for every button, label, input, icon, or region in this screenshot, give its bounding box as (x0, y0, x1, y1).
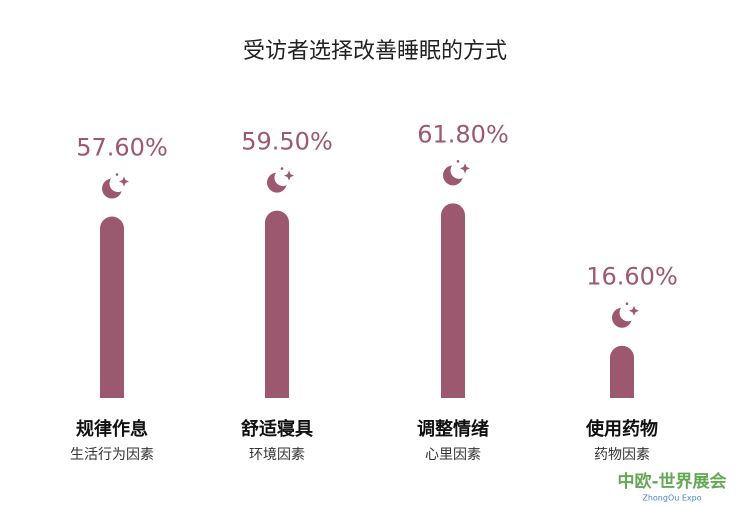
x-tick-label: 规律作息 (76, 418, 148, 440)
star (284, 170, 294, 181)
star (119, 176, 129, 187)
moon-cut (619, 304, 637, 322)
moon-icon (267, 167, 294, 193)
bar (610, 345, 634, 398)
watermark: 中欧-世界展会 (617, 471, 726, 492)
star (629, 305, 639, 316)
value-label: 57.60% (76, 134, 168, 162)
star-dot (625, 302, 629, 306)
bar (441, 203, 465, 398)
value-label: 59.50% (241, 128, 333, 156)
moon-cut (274, 169, 292, 187)
moon-icon (443, 160, 470, 186)
moon-icon (612, 302, 639, 328)
value-label: 16.60% (586, 263, 678, 291)
chart-title: 受访者选择改善睡眠的方式 (243, 39, 507, 64)
x-tick-label: 调整情绪 (417, 418, 489, 440)
x-sub-label: 环境因素 (249, 447, 305, 463)
star-dot (115, 173, 119, 176)
moon-cut (450, 161, 468, 179)
bar (265, 210, 289, 398)
watermark-sub: ZhongOu Expo (642, 494, 701, 503)
star (460, 163, 470, 174)
x-tick-label: 使用药物 (585, 418, 658, 440)
moon-cut (109, 175, 127, 193)
value-label: 61.80% (417, 120, 509, 148)
moon-icon (102, 173, 129, 199)
bar (100, 216, 124, 398)
x-sub-label: 药物因素 (594, 447, 650, 463)
x-sub-label: 生活行为因素 (70, 447, 154, 463)
x-sub-label: 心里因素 (425, 447, 481, 463)
x-tick-label: 舒适寝具 (241, 418, 313, 440)
star-dot (456, 160, 460, 163)
star-dot (280, 167, 284, 170)
